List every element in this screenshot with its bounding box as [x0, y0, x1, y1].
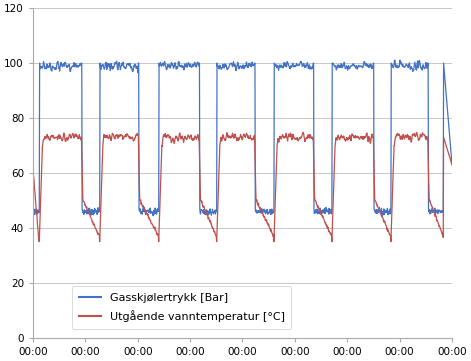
Utgående vanntemperatur [°C] — [423, 137, 429, 142]
Line: Gasskjølertrykk [Bar]: Gasskjølertrykk [Bar] — [33, 60, 452, 216]
Gasskjølertrykk [Bar] — [42, 65, 48, 69]
Gasskjølertrykk [Bar] — [203, 211, 209, 216]
Line: Utgående vanntemperatur [°C]: Utgående vanntemperatur [°C] — [33, 132, 452, 242]
Gasskjølertrykk [Bar] — [59, 62, 65, 66]
Gasskjølertrykk [Bar] — [30, 206, 36, 211]
Utgående vanntemperatur [°C] — [59, 139, 65, 143]
Gasskjølertrykk [Bar] — [114, 60, 120, 64]
Gasskjølertrykk [Bar] — [392, 58, 398, 62]
Gasskjølertrykk [Bar] — [449, 162, 455, 167]
Gasskjølertrykk [Bar] — [380, 214, 385, 218]
Utgående vanntemperatur [°C] — [43, 136, 49, 141]
Gasskjølertrykk [Bar] — [260, 210, 265, 214]
Utgående vanntemperatur [°C] — [204, 212, 210, 216]
Gasskjølertrykk [Bar] — [423, 62, 429, 66]
Utgående vanntemperatur [°C] — [114, 133, 120, 137]
Utgående vanntemperatur [°C] — [36, 239, 42, 244]
Utgående vanntemperatur [°C] — [449, 162, 455, 167]
Utgående vanntemperatur [°C] — [260, 210, 266, 215]
Legend: Gasskjølertrykk [Bar], Utgående vanntemperatur [°C]: Gasskjølertrykk [Bar], Utgående vanntemp… — [72, 286, 292, 329]
Utgående vanntemperatur [°C] — [30, 166, 36, 170]
Utgående vanntemperatur [°C] — [414, 130, 419, 135]
